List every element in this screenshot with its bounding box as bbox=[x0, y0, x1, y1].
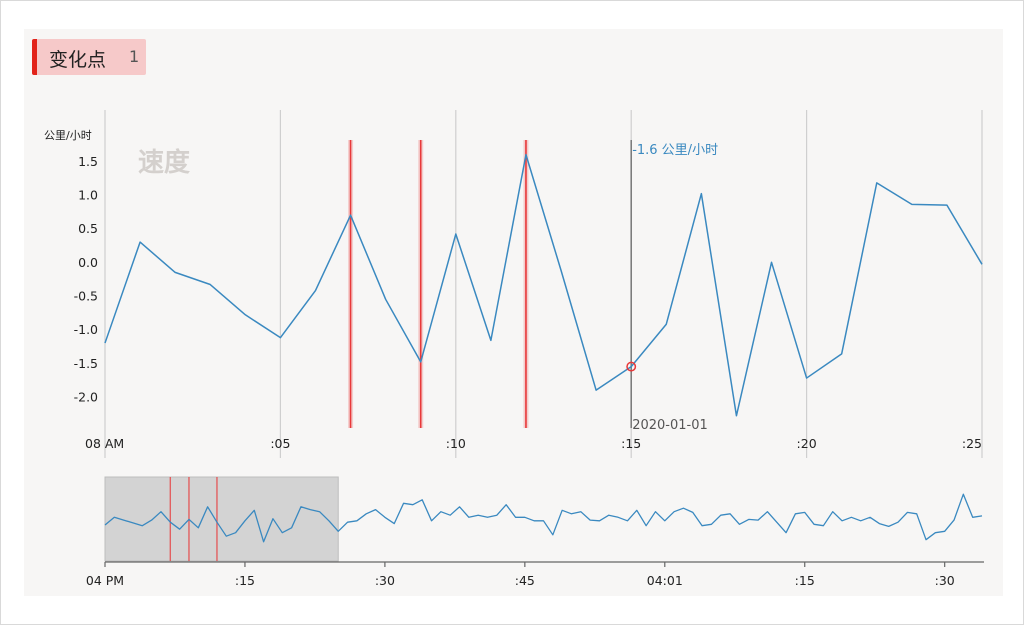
y-tick-label: 1.5 bbox=[78, 154, 98, 169]
cursor-date-label: 2020-01-01 bbox=[632, 418, 708, 433]
cursor-point-marker[interactable] bbox=[626, 361, 637, 372]
data-point bbox=[945, 203, 949, 207]
data-point bbox=[734, 414, 738, 418]
chart-watermark-title: 速度 bbox=[138, 147, 190, 178]
overview-x-tick-label: :15 bbox=[235, 573, 255, 588]
y-axis-unit-label: 公里/小时 bbox=[44, 129, 92, 142]
data-point bbox=[910, 202, 914, 206]
data-point bbox=[699, 191, 703, 195]
data-point bbox=[769, 260, 773, 264]
changepoint-marker[interactable] bbox=[523, 140, 529, 428]
x-tick-label: :10 bbox=[446, 436, 466, 451]
data-point bbox=[804, 376, 808, 380]
changepoint-marker[interactable] bbox=[348, 140, 354, 428]
data-point bbox=[383, 297, 387, 301]
overview-brush[interactable] bbox=[104, 476, 339, 562]
y-tick-label: 0.0 bbox=[78, 255, 98, 270]
x-tick-label: :20 bbox=[797, 436, 817, 451]
data-point bbox=[524, 152, 528, 156]
overview-x-tick-label: :45 bbox=[515, 573, 535, 588]
overview-x-tick-label: 04:01 bbox=[647, 573, 683, 588]
data-point bbox=[980, 262, 984, 266]
overview-x-tick-label: :30 bbox=[935, 573, 955, 588]
y-tick-label: -1.0 bbox=[74, 322, 98, 337]
data-point bbox=[243, 313, 247, 317]
data-point bbox=[489, 338, 493, 342]
data-point bbox=[348, 213, 352, 217]
cursor-value-readout: -1.6 公里/小时 bbox=[632, 143, 718, 158]
data-point bbox=[594, 388, 598, 392]
data-point bbox=[138, 240, 142, 244]
speed-series-line bbox=[104, 153, 983, 417]
y-tick-label: -1.5 bbox=[74, 356, 98, 371]
data-point bbox=[454, 232, 458, 236]
data-point bbox=[559, 268, 563, 272]
data-point bbox=[278, 335, 282, 339]
changepoint-badge[interactable]: 变化点 1 bbox=[32, 39, 146, 75]
y-tick-label: -0.5 bbox=[74, 288, 98, 303]
x-tick-label: 08 AM bbox=[85, 436, 124, 451]
y-tick-label: -2.0 bbox=[74, 389, 98, 404]
data-point bbox=[208, 282, 212, 286]
x-tick-label: :05 bbox=[270, 436, 290, 451]
y-tick-label: 1.0 bbox=[78, 188, 98, 203]
data-point bbox=[875, 181, 879, 185]
data-point bbox=[313, 288, 317, 292]
y-tick-label: 0.5 bbox=[78, 221, 98, 236]
x-tick-label: :25 bbox=[962, 436, 982, 451]
overview-series-line bbox=[104, 493, 983, 543]
data-point bbox=[839, 352, 843, 356]
data-point bbox=[419, 360, 423, 364]
overview-x-tick-label: :30 bbox=[375, 573, 395, 588]
badge-title: 变化点 bbox=[49, 49, 107, 71]
data-point bbox=[664, 322, 668, 326]
changepoint-marker[interactable] bbox=[418, 140, 424, 428]
overview-x-tick-label: 04 PM bbox=[86, 573, 124, 588]
data-point bbox=[173, 270, 177, 274]
badge-count: 1 bbox=[129, 47, 140, 66]
overview-x-tick-label: :15 bbox=[795, 573, 815, 588]
x-tick-label: :15 bbox=[621, 436, 641, 451]
data-point bbox=[629, 364, 633, 368]
data-point bbox=[103, 341, 107, 345]
